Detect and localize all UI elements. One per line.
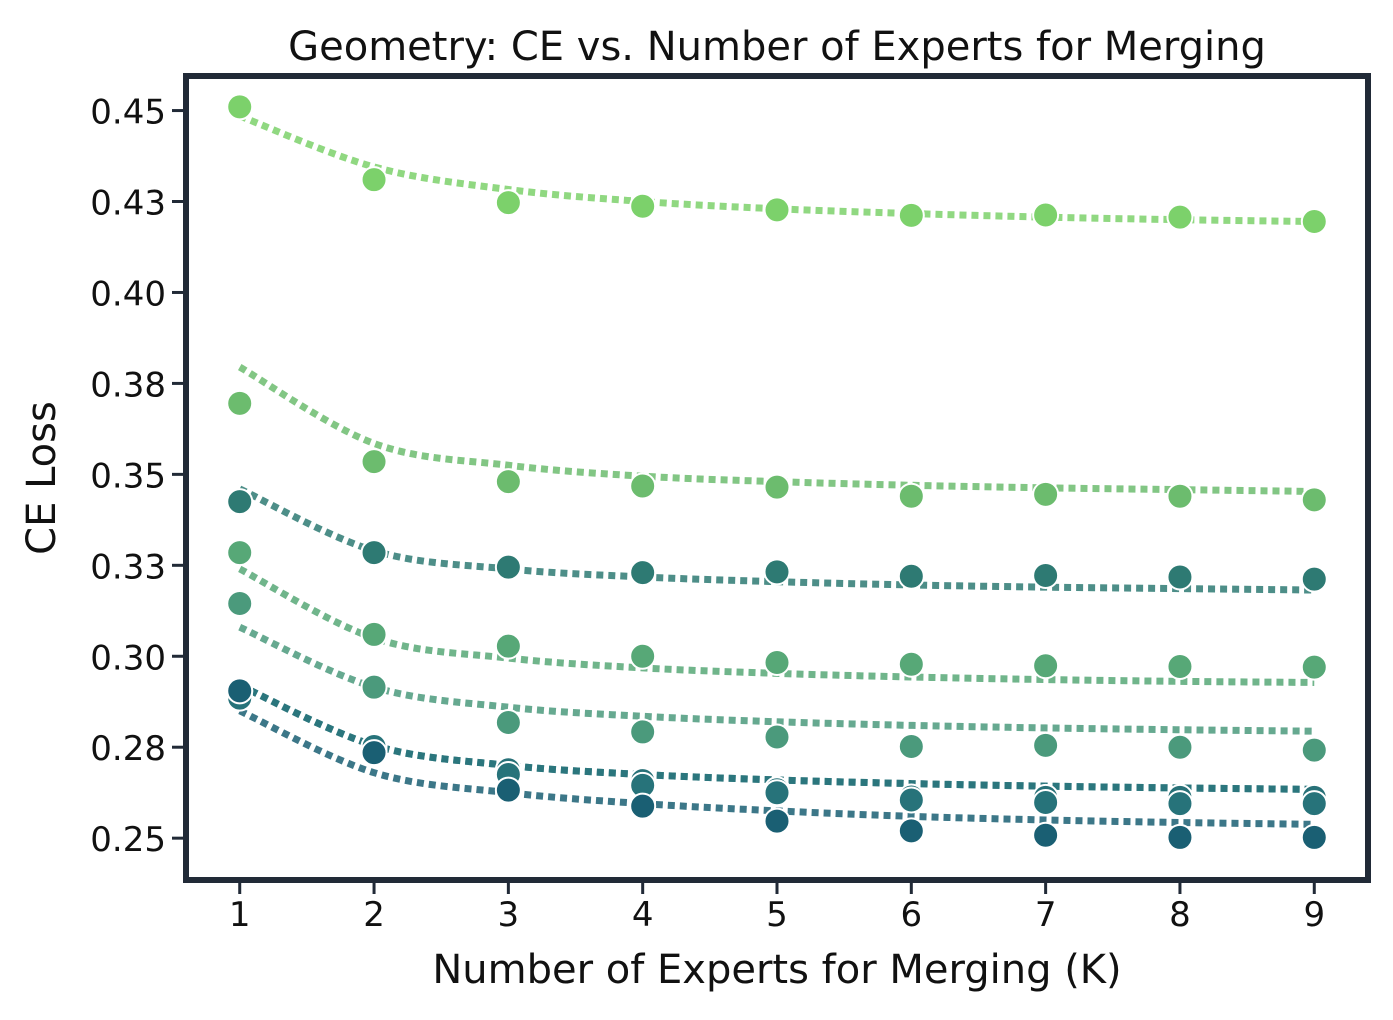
data-point-s3-k9 xyxy=(1300,565,1328,593)
data-point-s1-k7 xyxy=(1032,201,1060,229)
data-point-s8-k4 xyxy=(629,792,657,820)
data-point-s1-k6 xyxy=(897,201,925,229)
data-point-s1-k2 xyxy=(360,166,388,194)
data-point-s7-k7 xyxy=(1032,789,1060,817)
data-point-s5-k5 xyxy=(763,723,791,751)
data-point-s5-k1 xyxy=(226,590,254,618)
data-point-s4-k2 xyxy=(360,620,388,648)
x-tick-label: 4 xyxy=(632,895,654,935)
y-tick-label: 0.43 xyxy=(90,184,166,224)
x-tick-label: 2 xyxy=(363,895,385,935)
data-point-s4-k4 xyxy=(629,642,657,670)
data-point-s2-k5 xyxy=(763,473,791,501)
y-tick-label: 0.45 xyxy=(90,93,166,133)
trend-line-5 xyxy=(238,623,1315,735)
data-point-s1-k3 xyxy=(494,189,522,217)
x-tick-label: 1 xyxy=(229,895,251,935)
data-point-s5-k6 xyxy=(897,732,925,760)
data-point-s5-k2 xyxy=(360,673,388,701)
data-point-s8-k1 xyxy=(226,677,254,705)
y-tick-label: 0.30 xyxy=(90,638,166,678)
y-axis-label: CE Loss xyxy=(19,401,65,555)
data-point-s8-k7 xyxy=(1032,821,1060,849)
data-point-s5-k3 xyxy=(494,708,522,736)
plot-area xyxy=(226,93,1328,851)
data-point-s2-k8 xyxy=(1166,482,1194,510)
data-point-s4-k1 xyxy=(226,539,254,567)
data-point-s1-k8 xyxy=(1166,203,1194,231)
data-point-s2-k1 xyxy=(226,389,254,417)
x-axis-ticks: 1 2 3 4 5 6 7 8 9 xyxy=(229,883,1325,935)
data-point-s5-k9 xyxy=(1300,736,1328,764)
data-point-s5-k7 xyxy=(1032,731,1060,759)
trend-line-1 xyxy=(238,112,1315,226)
data-point-s4-k9 xyxy=(1300,653,1328,681)
data-points xyxy=(226,93,1328,851)
data-point-s3-k5 xyxy=(763,558,791,586)
data-point-s3-k7 xyxy=(1032,561,1060,589)
data-point-s4-k8 xyxy=(1166,652,1194,680)
data-point-s8-k3 xyxy=(494,776,522,804)
data-point-s5-k8 xyxy=(1166,733,1194,761)
y-axis-ticks: 0.25 0.28 0.30 0.33 0.35 0.38 0.40 0.43 0.45 xyxy=(90,93,183,860)
data-point-s2-k2 xyxy=(360,448,388,476)
y-tick-label: 0.25 xyxy=(90,820,166,860)
data-point-s8-k9 xyxy=(1300,823,1328,851)
x-tick-label: 8 xyxy=(1169,895,1191,935)
data-point-s7-k6 xyxy=(897,786,925,814)
data-point-s4-k7 xyxy=(1032,652,1060,680)
y-tick-label: 0.40 xyxy=(90,274,166,314)
chart-title: Geometry: CE vs. Number of Experts for M… xyxy=(288,24,1266,70)
data-point-s7-k5 xyxy=(763,779,791,807)
x-axis-label: Number of Experts for Merging (K) xyxy=(432,947,1121,993)
x-tick-label: 5 xyxy=(766,895,788,935)
data-point-s1-k5 xyxy=(763,196,791,224)
y-tick-label: 0.35 xyxy=(90,456,166,496)
data-point-s1-k9 xyxy=(1300,208,1328,236)
data-point-s4-k6 xyxy=(897,650,925,678)
x-tick-label: 9 xyxy=(1303,895,1325,935)
data-point-s2-k3 xyxy=(494,468,522,496)
data-point-s2-k9 xyxy=(1300,486,1328,514)
data-point-s3-k1 xyxy=(226,488,254,516)
y-tick-label: 0.38 xyxy=(90,365,166,405)
y-tick-label: 0.28 xyxy=(90,729,166,769)
data-point-s2-k6 xyxy=(897,482,925,510)
data-point-s3-k8 xyxy=(1166,563,1194,591)
data-point-s4-k5 xyxy=(763,648,791,676)
data-point-s8-k8 xyxy=(1166,823,1194,851)
data-point-s1-k1 xyxy=(226,93,254,121)
data-point-s3-k3 xyxy=(494,553,522,581)
data-point-s8-k2 xyxy=(360,739,388,767)
data-point-s7-k9 xyxy=(1300,790,1328,818)
data-point-s8-k6 xyxy=(897,817,925,845)
trend-line-2 xyxy=(237,363,1315,495)
data-point-s3-k6 xyxy=(897,562,925,590)
data-point-s3-k2 xyxy=(360,539,388,567)
data-point-s2-k7 xyxy=(1032,480,1060,508)
x-tick-label: 7 xyxy=(1035,895,1057,935)
y-tick-label: 0.33 xyxy=(90,547,166,587)
plot-frame xyxy=(183,73,1371,883)
x-tick-label: 6 xyxy=(900,895,922,935)
data-point-s1-k4 xyxy=(629,192,657,220)
data-point-s4-k3 xyxy=(494,632,522,660)
data-point-s2-k4 xyxy=(629,472,657,500)
data-point-s8-k5 xyxy=(763,807,791,835)
data-point-s5-k4 xyxy=(629,718,657,746)
data-point-s3-k4 xyxy=(629,559,657,587)
x-tick-label: 3 xyxy=(498,895,520,935)
data-point-s7-k8 xyxy=(1166,790,1194,818)
